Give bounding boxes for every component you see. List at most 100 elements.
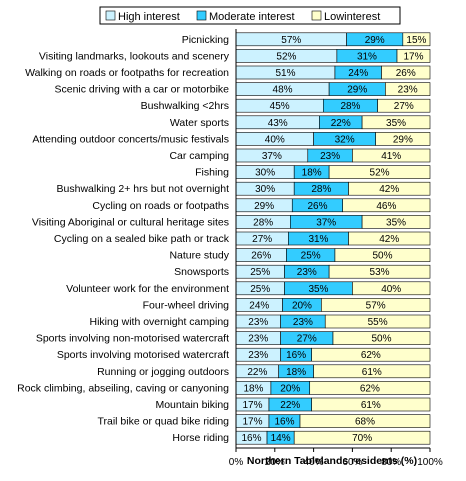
data-label-moderate-interest-water-sports: 22% bbox=[331, 118, 351, 129]
data-label-lowinterest-snowsports: 53% bbox=[370, 267, 390, 278]
category-label-horse-riding: Horse riding bbox=[172, 432, 229, 444]
data-label-lowinterest-trail-bike-or-quad-bike-riding: 68% bbox=[355, 417, 375, 428]
data-label-moderate-interest-cycling-on-a-sealed-bike-path-or-track: 31% bbox=[308, 234, 328, 245]
data-label-high-interest-sports-involving-non-motorised-watercraft: 23% bbox=[248, 334, 268, 345]
data-label-high-interest-trail-bike-or-quad-bike-riding: 17% bbox=[242, 417, 262, 428]
data-label-moderate-interest-running-or-jogging-outdoors: 18% bbox=[286, 367, 306, 378]
data-label-high-interest-sports-involving-motorised-watercraft: 23% bbox=[248, 350, 268, 361]
bar-lowinterest-nature-study bbox=[334, 248, 431, 262]
category-label-rock-climbing-abseiling-caving-or-canyoning: Rock climbing, abseiling, caving or cany… bbox=[17, 382, 229, 394]
category-label-running-or-jogging-outdoors: Running or jogging outdoors bbox=[97, 366, 229, 378]
x-tick-label-5: 100% bbox=[417, 457, 443, 468]
data-label-lowinterest-bushwalking-2hrs: 27% bbox=[394, 101, 414, 112]
bar-lowinterest-sports-involving-motorised-watercraft bbox=[311, 347, 431, 362]
data-label-moderate-interest-walking-on-roads-or-footpaths-for-recreation: 24% bbox=[348, 68, 368, 79]
data-label-high-interest-cycling-on-a-sealed-bike-path-or-track: 27% bbox=[252, 234, 272, 245]
category-label-cycling-on-roads-or-footpaths: Cycling on roads or footpaths bbox=[92, 200, 229, 212]
data-label-lowinterest-scenic-driving-with-a-car-or-motorbike: 23% bbox=[398, 85, 418, 96]
bar-lowinterest-bushwalking-2hrs bbox=[377, 98, 431, 113]
bar-lowinterest-running-or-jogging-outdoors bbox=[313, 364, 431, 379]
data-label-high-interest-cycling-on-roads-or-footpaths: 29% bbox=[254, 201, 274, 212]
data-label-high-interest-rock-climbing-abseiling-caving-or-canyoning: 18% bbox=[243, 383, 263, 394]
legend: High interest Moderate interest Lowinter… bbox=[99, 6, 401, 25]
bar-lowinterest-walking-on-roads-or-footpaths-for-recreation bbox=[381, 65, 431, 80]
data-label-lowinterest-visiting-aboriginal-or-cultural-heritage-sites: 35% bbox=[386, 217, 406, 228]
bar-lowinterest-trail-bike-or-quad-bike-riding bbox=[299, 414, 431, 428]
data-label-lowinterest-car-camping: 41% bbox=[381, 151, 401, 162]
bar-lowinterest-horse-riding bbox=[293, 430, 431, 445]
category-label-sports-involving-non-motorised-watercraft: Sports involving non-motorised watercraf… bbox=[36, 333, 229, 345]
x-tick-label-1: 20% bbox=[265, 457, 285, 468]
category-label-mountain-biking: Mountain biking bbox=[155, 399, 229, 411]
data-label-lowinterest-bushwalking-2-hrs-but-not-overnight: 42% bbox=[379, 184, 399, 195]
category-label-nature-study: Nature study bbox=[169, 250, 229, 262]
data-label-moderate-interest-mountain-biking: 22% bbox=[280, 400, 300, 411]
data-label-moderate-interest-bushwalking-2-hrs-but-not-overnight: 28% bbox=[311, 184, 331, 195]
data-label-lowinterest-nature-study: 50% bbox=[372, 251, 392, 262]
data-label-lowinterest-volunteer-work-for-the-environment: 40% bbox=[381, 284, 401, 295]
data-label-moderate-interest-hiking-with-overnight-camping: 23% bbox=[293, 317, 313, 328]
category-label-trail-bike-or-quad-bike-riding: Trail bike or quad bike riding bbox=[97, 416, 229, 428]
data-label-moderate-interest-snowsports: 23% bbox=[297, 267, 317, 278]
bar-lowinterest-fishing bbox=[328, 165, 431, 179]
data-label-lowinterest-sports-involving-motorised-watercraft: 62% bbox=[361, 350, 381, 361]
category-label-attending-outdoor-concerts-music-festivals: Attending outdoor concerts/music festiva… bbox=[32, 133, 229, 145]
data-label-lowinterest-four-wheel-driving: 57% bbox=[366, 300, 386, 311]
category-label-scenic-driving-with-a-car-or-motorbike: Scenic driving with a car or motorbike bbox=[55, 84, 230, 96]
bar-lowinterest-scenic-driving-with-a-car-or-motorbike bbox=[385, 82, 431, 96]
data-label-lowinterest-water-sports: 35% bbox=[386, 118, 406, 129]
data-label-moderate-interest-sports-involving-non-motorised-watercraft: 27% bbox=[297, 334, 317, 345]
data-label-lowinterest-mountain-biking: 61% bbox=[361, 400, 381, 411]
data-label-lowinterest-sports-involving-non-motorised-watercraft: 50% bbox=[371, 334, 391, 345]
x-tick-label-0: 0% bbox=[229, 457, 244, 468]
bar-lowinterest-volunteer-work-for-the-environment bbox=[352, 281, 431, 296]
legend-swatch-moderate-interest bbox=[196, 10, 207, 21]
data-label-lowinterest-running-or-jogging-outdoors: 61% bbox=[362, 367, 382, 378]
bar-lowinterest-bushwalking-2-hrs-but-not-overnight bbox=[348, 181, 431, 196]
bar-lowinterest-visiting-landmarks-lookouts-and-scenery bbox=[396, 49, 431, 63]
data-label-lowinterest-cycling-on-roads-or-footpaths: 46% bbox=[376, 201, 396, 212]
data-label-moderate-interest-bushwalking-2hrs: 28% bbox=[340, 101, 360, 112]
x-tick-label-2: 40% bbox=[304, 457, 324, 468]
data-label-moderate-interest-visiting-aboriginal-or-cultural-heritage-sites: 37% bbox=[316, 217, 336, 228]
data-label-moderate-interest-car-camping: 23% bbox=[320, 151, 340, 162]
data-label-high-interest-visiting-landmarks-lookouts-and-scenery: 52% bbox=[276, 51, 296, 62]
category-label-bushwalking-2hrs: Bushwalking <2hrs bbox=[141, 100, 229, 112]
category-label-car-camping: Car camping bbox=[169, 150, 229, 162]
data-label-high-interest-water-sports: 43% bbox=[268, 118, 288, 129]
category-label-water-sports: Water sports bbox=[170, 117, 229, 129]
bar-lowinterest-cycling-on-a-sealed-bike-path-or-track bbox=[348, 231, 431, 246]
legend-box bbox=[99, 6, 401, 25]
bar-lowinterest-picnicking bbox=[402, 32, 431, 47]
bar-lowinterest-rock-climbing-abseiling-caving-or-canyoning bbox=[309, 381, 431, 395]
x-tick-label-3: 60% bbox=[342, 457, 362, 468]
category-label-hiking-with-overnight-camping: Hiking with overnight camping bbox=[90, 316, 230, 328]
category-label-picnicking: Picnicking bbox=[182, 34, 229, 46]
data-label-lowinterest-hiking-with-overnight-camping: 55% bbox=[368, 317, 388, 328]
data-label-high-interest-picnicking: 57% bbox=[281, 35, 301, 46]
data-label-high-interest-nature-study: 26% bbox=[251, 251, 271, 262]
data-label-high-interest-walking-on-roads-or-footpaths-for-recreation: 51% bbox=[275, 68, 295, 79]
data-label-high-interest-car-camping: 37% bbox=[262, 151, 282, 162]
bar-lowinterest-snowsports bbox=[328, 264, 431, 279]
data-label-lowinterest-rock-climbing-abseiling-caving-or-canyoning: 62% bbox=[360, 383, 380, 394]
category-label-visiting-landmarks-lookouts-and-scenery: Visiting landmarks, lookouts and scenery bbox=[39, 50, 230, 62]
category-labels: Picnicking Visiting landmarks, lookouts a… bbox=[17, 34, 230, 444]
bars bbox=[235, 32, 431, 445]
category-label-walking-on-roads-or-footpaths-for-recreation: Walking on roads or footpaths for recrea… bbox=[25, 67, 229, 79]
x-axis-ticks: 0% 20% 40% 60% 80% 100% bbox=[229, 448, 443, 468]
category-label-snowsports: Snowsports bbox=[174, 266, 229, 278]
data-label-lowinterest-picnicking: 15% bbox=[406, 35, 426, 46]
bar-lowinterest-attending-outdoor-concerts-music-festivals bbox=[375, 132, 431, 146]
data-label-moderate-interest-fishing: 18% bbox=[302, 168, 322, 179]
data-label-moderate-interest-scenic-driving-with-a-car-or-motorbike: 29% bbox=[347, 85, 367, 96]
data-label-moderate-interest-trail-bike-or-quad-bike-riding: 16% bbox=[274, 417, 294, 428]
bar-lowinterest-car-camping bbox=[352, 148, 431, 163]
data-label-lowinterest-cycling-on-a-sealed-bike-path-or-track: 42% bbox=[379, 234, 399, 245]
data-label-high-interest-horse-riding: 16% bbox=[242, 433, 262, 444]
data-label-high-interest-bushwalking-2-hrs-but-not-overnight: 30% bbox=[255, 184, 275, 195]
data-label-high-interest-hiking-with-overnight-camping: 23% bbox=[248, 317, 268, 328]
data-label-lowinterest-horse-riding: 70% bbox=[352, 433, 372, 444]
data-label-high-interest-scenic-driving-with-a-car-or-motorbike: 48% bbox=[273, 85, 293, 96]
